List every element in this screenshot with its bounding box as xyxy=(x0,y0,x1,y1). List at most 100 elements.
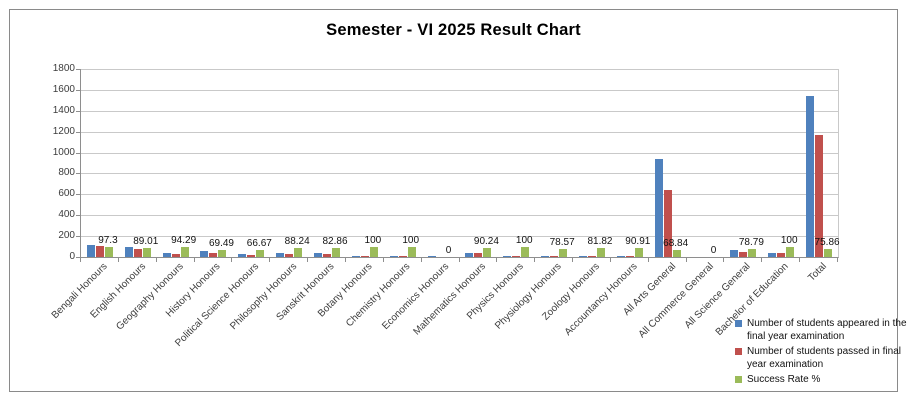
x-axis-tick-mark xyxy=(269,258,270,262)
gridline xyxy=(81,173,838,174)
y-axis-tick-mark xyxy=(76,90,80,91)
category-label: Philosophy Honours xyxy=(227,261,299,333)
bar-success-rate xyxy=(332,248,340,257)
x-axis-tick-mark xyxy=(118,258,119,262)
category-label: Total xyxy=(806,261,829,284)
x-axis-tick-mark xyxy=(307,258,308,262)
data-label: 82.86 xyxy=(322,236,348,247)
data-label: 100 xyxy=(402,235,420,246)
x-axis-tick-mark xyxy=(383,258,384,262)
bar-appeared xyxy=(428,256,436,257)
gridline xyxy=(81,132,838,133)
legend-label: Success Rate % xyxy=(747,374,821,385)
y-axis-tick-label: 1400 xyxy=(52,105,75,116)
chart-frame: Semester - VI 2025 Result Chart Number o… xyxy=(9,9,907,392)
bar-appeared xyxy=(579,256,587,257)
bar-appeared xyxy=(390,256,398,257)
y-axis-tick-label: 1600 xyxy=(52,84,75,95)
data-label: 75.86 xyxy=(814,237,840,248)
bar-success-rate xyxy=(370,247,378,257)
y-axis-tick-mark xyxy=(76,215,80,216)
legend: Number of students appeared in the final… xyxy=(735,317,907,388)
bar-success-rate xyxy=(748,249,756,257)
x-axis-tick-mark xyxy=(345,258,346,262)
bar-success-rate xyxy=(597,248,605,257)
y-axis-tick-mark xyxy=(76,132,80,133)
bar-appeared xyxy=(503,256,511,257)
bar-passed xyxy=(285,254,293,257)
bar-passed xyxy=(474,253,482,257)
chart-title: Semester - VI 2025 Result Chart xyxy=(326,21,581,39)
x-axis-tick-mark xyxy=(799,258,800,262)
bar-appeared xyxy=(125,247,133,257)
data-label: 0 xyxy=(710,245,717,256)
bar-passed xyxy=(247,255,255,257)
bar-success-rate xyxy=(256,250,264,257)
y-axis-tick-label: 0 xyxy=(69,251,75,262)
x-axis-tick-mark xyxy=(610,258,611,262)
y-axis-tick-label: 1800 xyxy=(52,63,75,74)
bar-success-rate xyxy=(218,250,226,257)
y-axis-tick-mark xyxy=(76,111,80,112)
bar-passed xyxy=(777,253,785,257)
bar-appeared xyxy=(768,253,776,257)
bar-success-rate xyxy=(408,247,416,257)
bar-passed xyxy=(739,252,747,257)
data-label: 68.84 xyxy=(663,238,689,249)
data-label: 81.82 xyxy=(587,236,613,247)
x-axis-tick-mark xyxy=(231,258,232,262)
x-axis-tick-mark xyxy=(648,258,649,262)
data-label: 0 xyxy=(445,245,452,256)
bar-passed xyxy=(588,256,596,257)
bar-appeared xyxy=(541,256,549,257)
y-axis-tick-label: 600 xyxy=(58,188,75,199)
bar-passed xyxy=(815,135,823,257)
bar-passed xyxy=(323,254,331,257)
x-axis-tick-mark xyxy=(761,258,762,262)
bar-success-rate xyxy=(673,250,681,257)
bar-passed xyxy=(399,256,407,257)
y-axis-tick-mark xyxy=(76,173,80,174)
bar-success-rate xyxy=(105,247,113,257)
bar-appeared xyxy=(806,96,814,257)
y-axis-tick-mark xyxy=(76,194,80,195)
category-label: Economics Honours xyxy=(379,261,451,333)
x-axis-tick-mark xyxy=(723,258,724,262)
bar-success-rate xyxy=(824,249,832,257)
x-axis-tick-mark xyxy=(534,258,535,262)
bar-appeared xyxy=(655,159,663,257)
gridline xyxy=(81,215,838,216)
bar-appeared xyxy=(276,253,284,257)
x-axis-tick-mark xyxy=(686,258,687,262)
data-label: 78.79 xyxy=(738,237,764,248)
data-label: 90.24 xyxy=(473,236,499,247)
y-axis-tick-mark xyxy=(76,69,80,70)
bar-success-rate xyxy=(294,248,302,257)
y-axis-tick-label: 200 xyxy=(58,230,75,241)
x-axis-tick-mark xyxy=(80,258,81,262)
x-axis-tick-mark xyxy=(572,258,573,262)
x-axis-tick-mark xyxy=(421,258,422,262)
legend-marker-icon xyxy=(735,348,742,355)
bar-passed xyxy=(512,256,520,257)
bar-appeared xyxy=(617,256,625,257)
bar-appeared xyxy=(200,251,208,257)
gridline xyxy=(81,69,838,70)
x-axis-tick-mark xyxy=(194,258,195,262)
bar-appeared xyxy=(163,253,171,257)
x-axis-tick-mark xyxy=(459,258,460,262)
data-label: 94.29 xyxy=(171,235,197,246)
y-axis-tick-mark xyxy=(76,153,80,154)
gridline xyxy=(81,236,838,237)
bar-passed xyxy=(172,254,180,257)
bar-passed xyxy=(209,253,217,257)
data-label: 88.24 xyxy=(284,236,310,247)
gridline xyxy=(81,90,838,91)
bar-passed xyxy=(626,256,634,257)
bar-passed xyxy=(96,246,104,257)
bar-success-rate xyxy=(559,249,567,257)
gridline xyxy=(81,194,838,195)
category-label: Accountancy Honours xyxy=(562,261,640,338)
y-axis-tick-label: 800 xyxy=(58,167,75,178)
